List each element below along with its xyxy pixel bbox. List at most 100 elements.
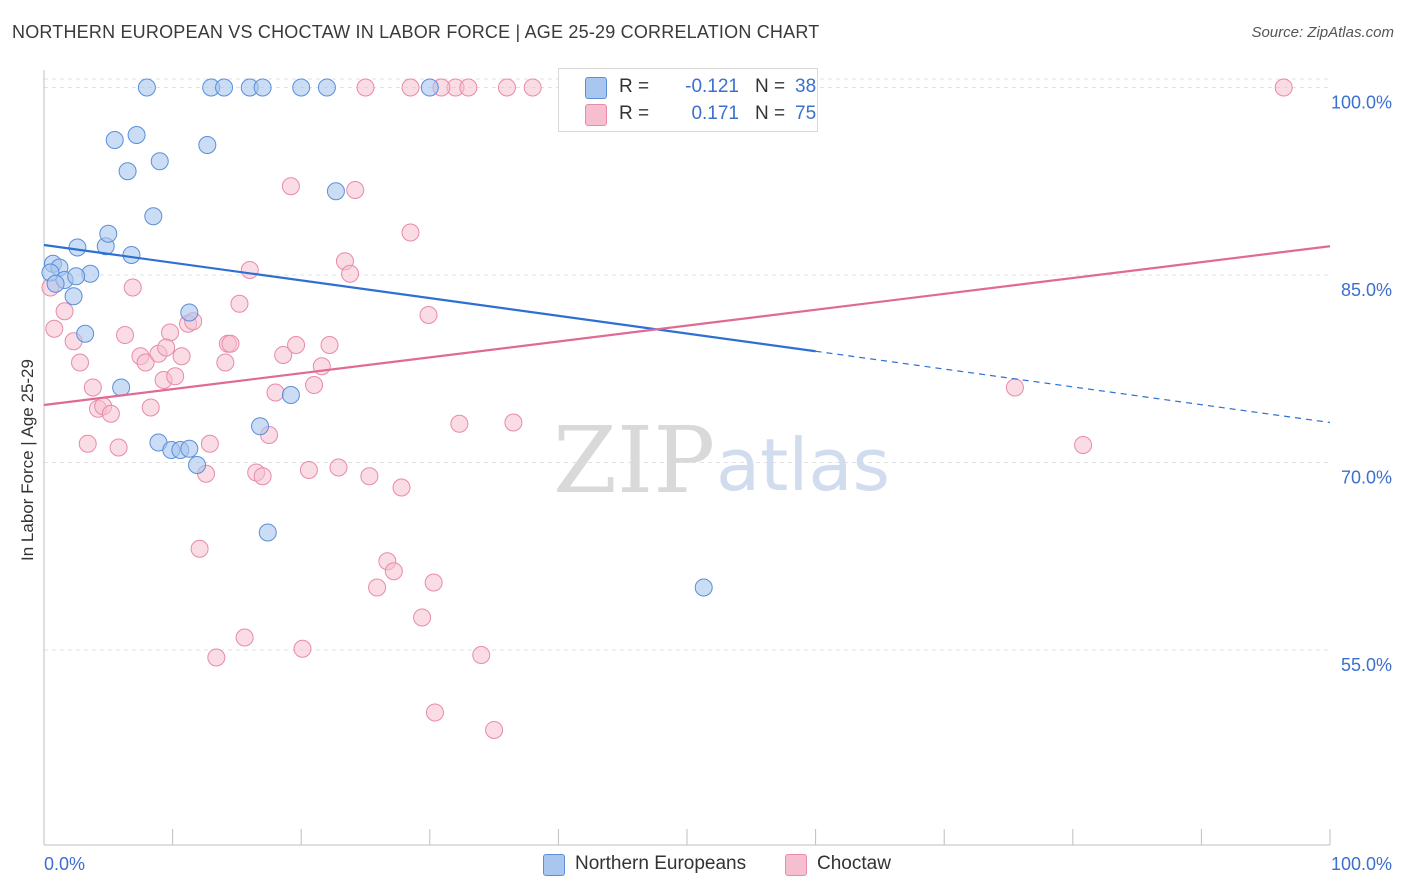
northern-europeans-point xyxy=(251,417,270,436)
choctaw-point xyxy=(172,347,191,366)
r-value: -0.121 xyxy=(685,76,739,97)
choctaw-point xyxy=(356,78,375,97)
y-tick-labels: 55.0% 70.0% 85.0% 100.0% xyxy=(1331,93,1392,676)
choctaw-point xyxy=(1274,78,1293,97)
northern-europeans-point xyxy=(127,126,146,144)
northern-europeans-point xyxy=(105,131,124,149)
choctaw-point xyxy=(221,334,240,353)
y-tick-label: 100.0% xyxy=(1331,93,1392,113)
choctaw-trend-line xyxy=(43,245,1331,407)
northern-europeans-point xyxy=(188,456,207,474)
choctaw-point xyxy=(360,467,379,486)
choctaw-point xyxy=(329,458,348,477)
northern-europeans-point xyxy=(99,224,118,243)
n-label: N = xyxy=(755,103,786,124)
choctaw-point xyxy=(235,628,254,647)
choctaw-point xyxy=(341,264,360,283)
choctaw-point xyxy=(274,346,293,364)
choctaw-point xyxy=(266,383,285,402)
choctaw-point xyxy=(216,353,235,372)
northern-europeans-point xyxy=(137,78,156,97)
choctaw-point xyxy=(157,338,176,357)
choctaw-point xyxy=(299,461,318,479)
axes xyxy=(43,70,1331,846)
x-tick-label: 100.0% xyxy=(1331,854,1392,874)
northern-europeans-point xyxy=(180,303,199,322)
northern-europeans-point xyxy=(281,386,300,404)
northern-europeans-point xyxy=(118,162,137,181)
choctaw-point xyxy=(116,326,135,344)
northern-europeans-point xyxy=(292,78,311,97)
choctaw-point xyxy=(419,306,438,324)
northern-europeans-point xyxy=(317,78,336,97)
source-label: Source: ZipAtlas.com xyxy=(1251,24,1394,41)
northern-europeans-point xyxy=(144,207,163,226)
y-tick-label: 70.0% xyxy=(1341,468,1392,488)
choctaw-point xyxy=(230,294,249,313)
choctaw-point xyxy=(425,703,444,722)
choctaw-point xyxy=(1005,378,1024,397)
legend-swatch-choctaw xyxy=(785,854,807,876)
series-northern-europeans-points xyxy=(41,78,713,597)
northern-europeans-point xyxy=(68,238,87,257)
choctaw-point xyxy=(497,78,516,97)
legend-swatch-northern-europeans xyxy=(585,77,607,99)
choctaw-point xyxy=(166,367,185,386)
choctaw-point xyxy=(136,353,155,372)
choctaw-point xyxy=(293,639,312,658)
watermark-zip: ZIP xyxy=(553,407,715,514)
x-tick-label: 0.0% xyxy=(44,854,85,874)
n-value: 38 xyxy=(795,76,817,97)
northern-europeans-point xyxy=(122,246,141,264)
choctaw-point xyxy=(523,78,542,97)
choctaw-point xyxy=(504,413,523,432)
choctaw-point xyxy=(78,434,97,453)
choctaw-point xyxy=(346,181,365,199)
choctaw-point xyxy=(472,646,491,664)
northern-europeans-point xyxy=(150,152,169,171)
series-legend: Northern Europeans Choctaw xyxy=(0,852,1406,878)
choctaw-point xyxy=(200,434,219,453)
watermark: ZIP atlas xyxy=(553,407,890,514)
y-tick-label: 55.0% xyxy=(1341,655,1392,675)
choctaw-point xyxy=(459,78,478,97)
choctaw-point xyxy=(1074,436,1093,454)
northern-europeans-point xyxy=(180,439,199,458)
choctaw-point xyxy=(287,336,306,354)
northern-europeans-point xyxy=(215,78,234,97)
r-label: R = xyxy=(619,76,650,97)
choctaw-point xyxy=(55,302,74,321)
choctaw-point xyxy=(109,438,128,457)
choctaw-point xyxy=(253,467,272,486)
choctaw-point xyxy=(413,608,432,627)
choctaw-point xyxy=(45,319,64,338)
choctaw-point xyxy=(424,573,443,592)
x-tick-labels: 0.0% 100.0% xyxy=(44,854,1392,874)
choctaw-point xyxy=(305,376,324,394)
northern-europeans-point xyxy=(76,324,95,343)
northern-europeans-point xyxy=(198,136,217,154)
choctaw-point xyxy=(101,404,120,423)
choctaw-point xyxy=(401,78,420,97)
choctaw-point xyxy=(450,414,469,433)
northern-europeans-point xyxy=(420,78,439,97)
series-choctaw-points xyxy=(41,78,1293,739)
choctaw-point xyxy=(240,261,259,279)
northern-europeans-point xyxy=(112,378,131,397)
northern-europeans-point xyxy=(326,182,345,201)
choctaw-point xyxy=(190,539,209,558)
choctaw-point xyxy=(320,336,339,354)
northern-europeans-trend-extension xyxy=(815,350,1331,424)
northern-europeans-point xyxy=(694,578,713,597)
legend-label-northern-europeans: Northern Europeans xyxy=(575,853,747,874)
northern-europeans-point xyxy=(64,287,83,306)
r-value: 0.171 xyxy=(691,103,739,124)
trend-lines xyxy=(43,243,1331,424)
watermark-atlas: atlas xyxy=(716,423,890,507)
choctaw-point xyxy=(281,177,300,196)
correlation-legend: R = -0.121 N = 38 R = 0.171 N = 75 xyxy=(558,68,818,132)
choctaw-point xyxy=(207,648,226,667)
choctaw-point xyxy=(392,478,411,497)
northern-europeans-point xyxy=(253,78,272,97)
